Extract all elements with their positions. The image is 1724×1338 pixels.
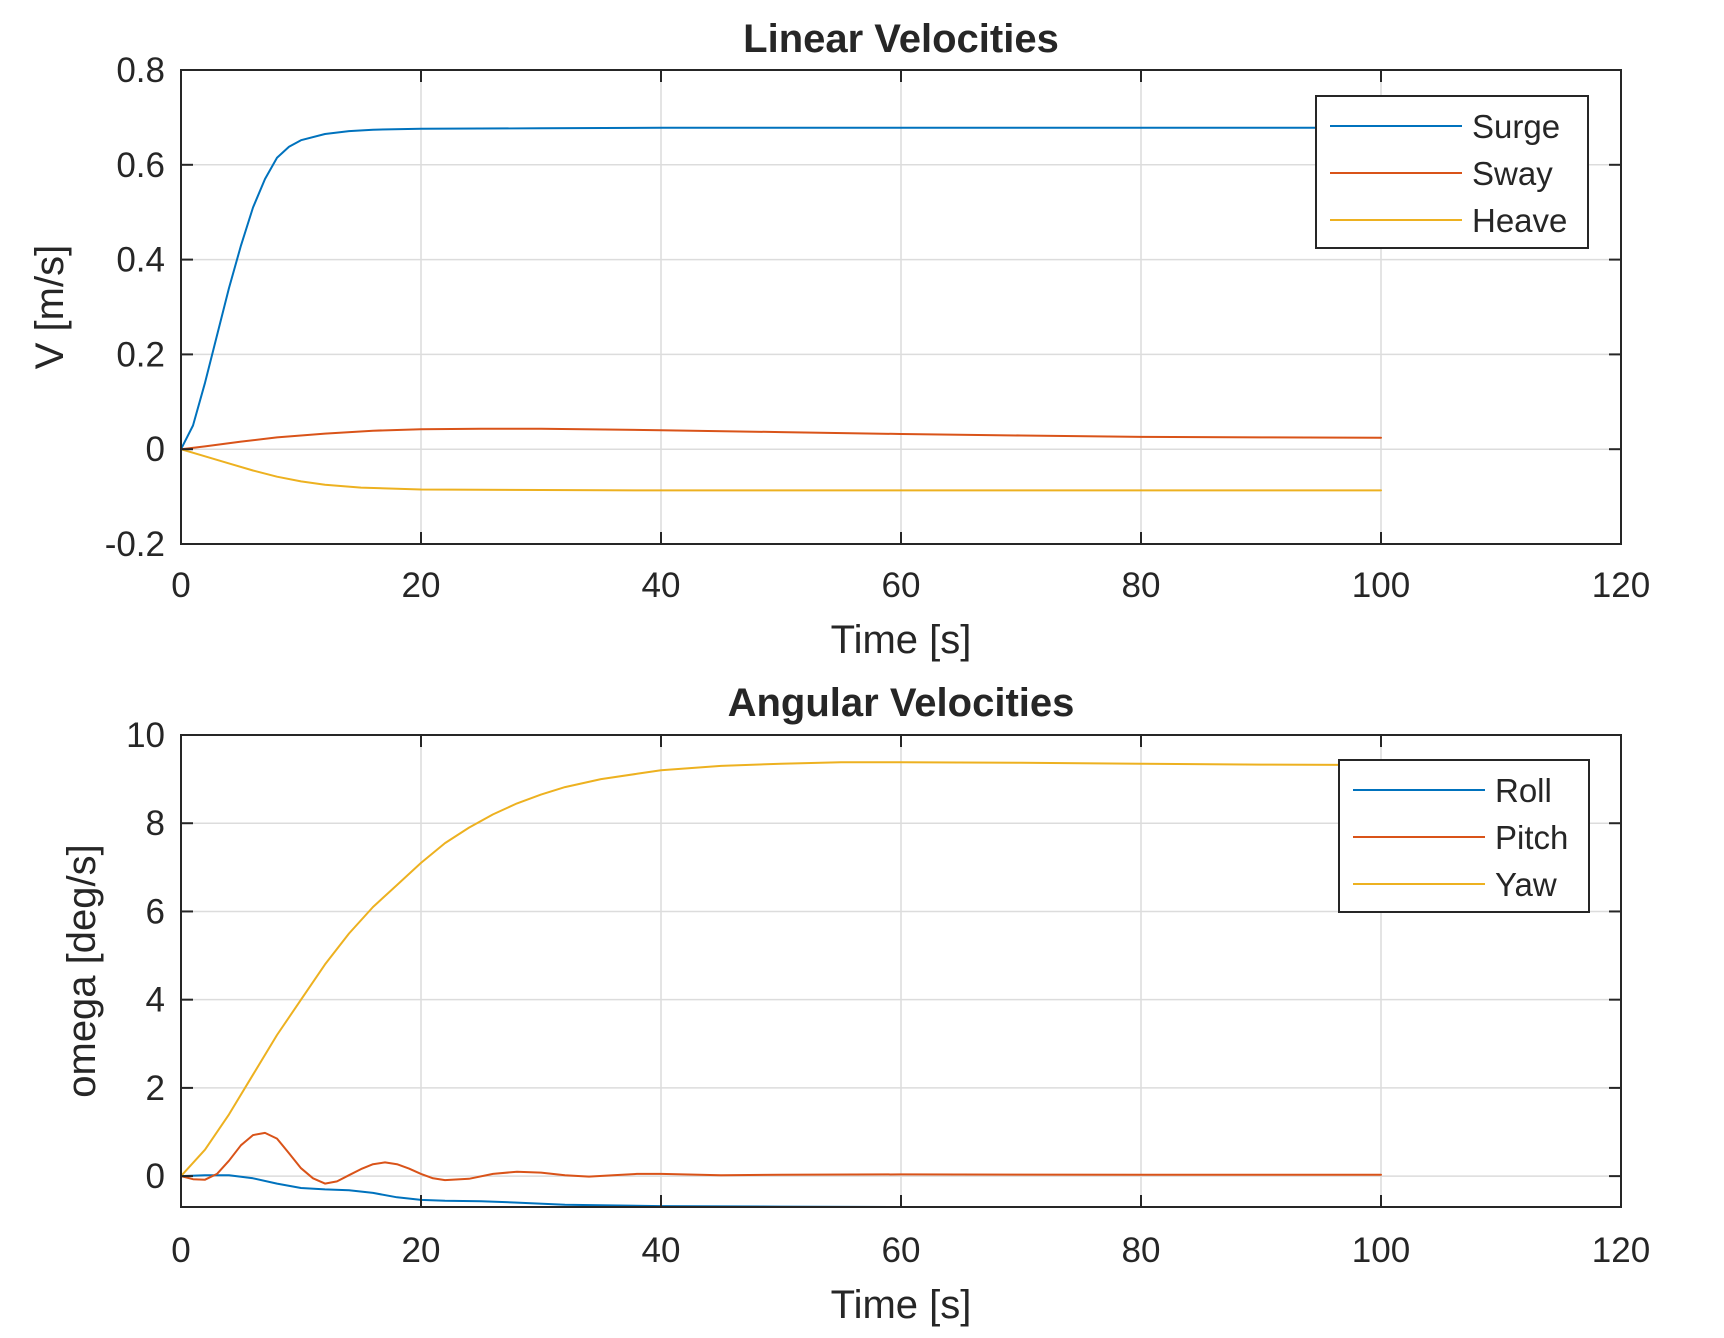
x-tick-label: 0	[171, 566, 190, 605]
y-tick-label: 2	[146, 1069, 165, 1108]
series-line-surge	[181, 126, 1382, 451]
y-tick-label: 0.2	[116, 335, 165, 374]
series-line-yaw	[181, 761, 1382, 1178]
series-line-sway	[181, 427, 1382, 451]
chart-title: Angular Velocities	[728, 681, 1075, 725]
y-tick-label: 0	[146, 1157, 165, 1196]
series-group	[181, 126, 1382, 492]
y-tick-label: 6	[146, 892, 165, 931]
x-tick-label: 40	[642, 566, 681, 605]
x-tick-label: 80	[1122, 1231, 1161, 1270]
y-axis-label: V [m/s]	[28, 245, 72, 369]
x-tick-label: 20	[402, 1231, 441, 1270]
legend-label: Heave	[1472, 202, 1567, 239]
y-tick-label: 4	[146, 981, 165, 1020]
x-axis-label: Time [s]	[831, 1283, 972, 1327]
y-tick-label: -0.2	[105, 525, 165, 564]
x-tick-label: 60	[882, 566, 921, 605]
legend-label: Surge	[1472, 108, 1560, 145]
y-axis-label: omega [deg/s]	[60, 844, 104, 1098]
x-tick-label: 120	[1592, 566, 1650, 605]
x-tick-label: 40	[642, 1231, 681, 1270]
legend: Surge Sway Heave	[1315, 95, 1589, 249]
y-tick-label: 0.8	[116, 51, 165, 90]
y-tick-label: 10	[126, 716, 165, 755]
legend: Roll Pitch Yaw	[1338, 759, 1590, 913]
x-tick-label: 120	[1592, 1231, 1650, 1270]
y-tick-label: 8	[146, 804, 165, 843]
x-tick-label: 80	[1122, 566, 1161, 605]
legend-label: Yaw	[1495, 866, 1557, 903]
legend-label: Roll	[1495, 772, 1552, 809]
y-tick-label: 0	[146, 430, 165, 469]
series-line-pitch	[181, 1131, 1382, 1185]
y-tick-label: 0.6	[116, 146, 165, 185]
x-tick-label: 20	[402, 566, 441, 605]
x-axis-label: Time [s]	[831, 618, 972, 662]
chart-2: 0 20 40 60 80 100 120 0 2 4 6 8 10 Angular Velocities…	[60, 681, 1650, 1327]
legend-label: Sway	[1472, 155, 1553, 192]
x-tick-label: 0	[171, 1231, 190, 1270]
x-tick-label: 100	[1352, 566, 1410, 605]
x-tick-label: 60	[882, 1231, 921, 1270]
y-tick-label: 0.4	[116, 241, 165, 280]
chart-title: Linear Velocities	[743, 17, 1059, 61]
x-tick-label: 100	[1352, 1231, 1410, 1270]
legend-label: Pitch	[1495, 819, 1568, 856]
series-line-heave	[181, 448, 1382, 492]
